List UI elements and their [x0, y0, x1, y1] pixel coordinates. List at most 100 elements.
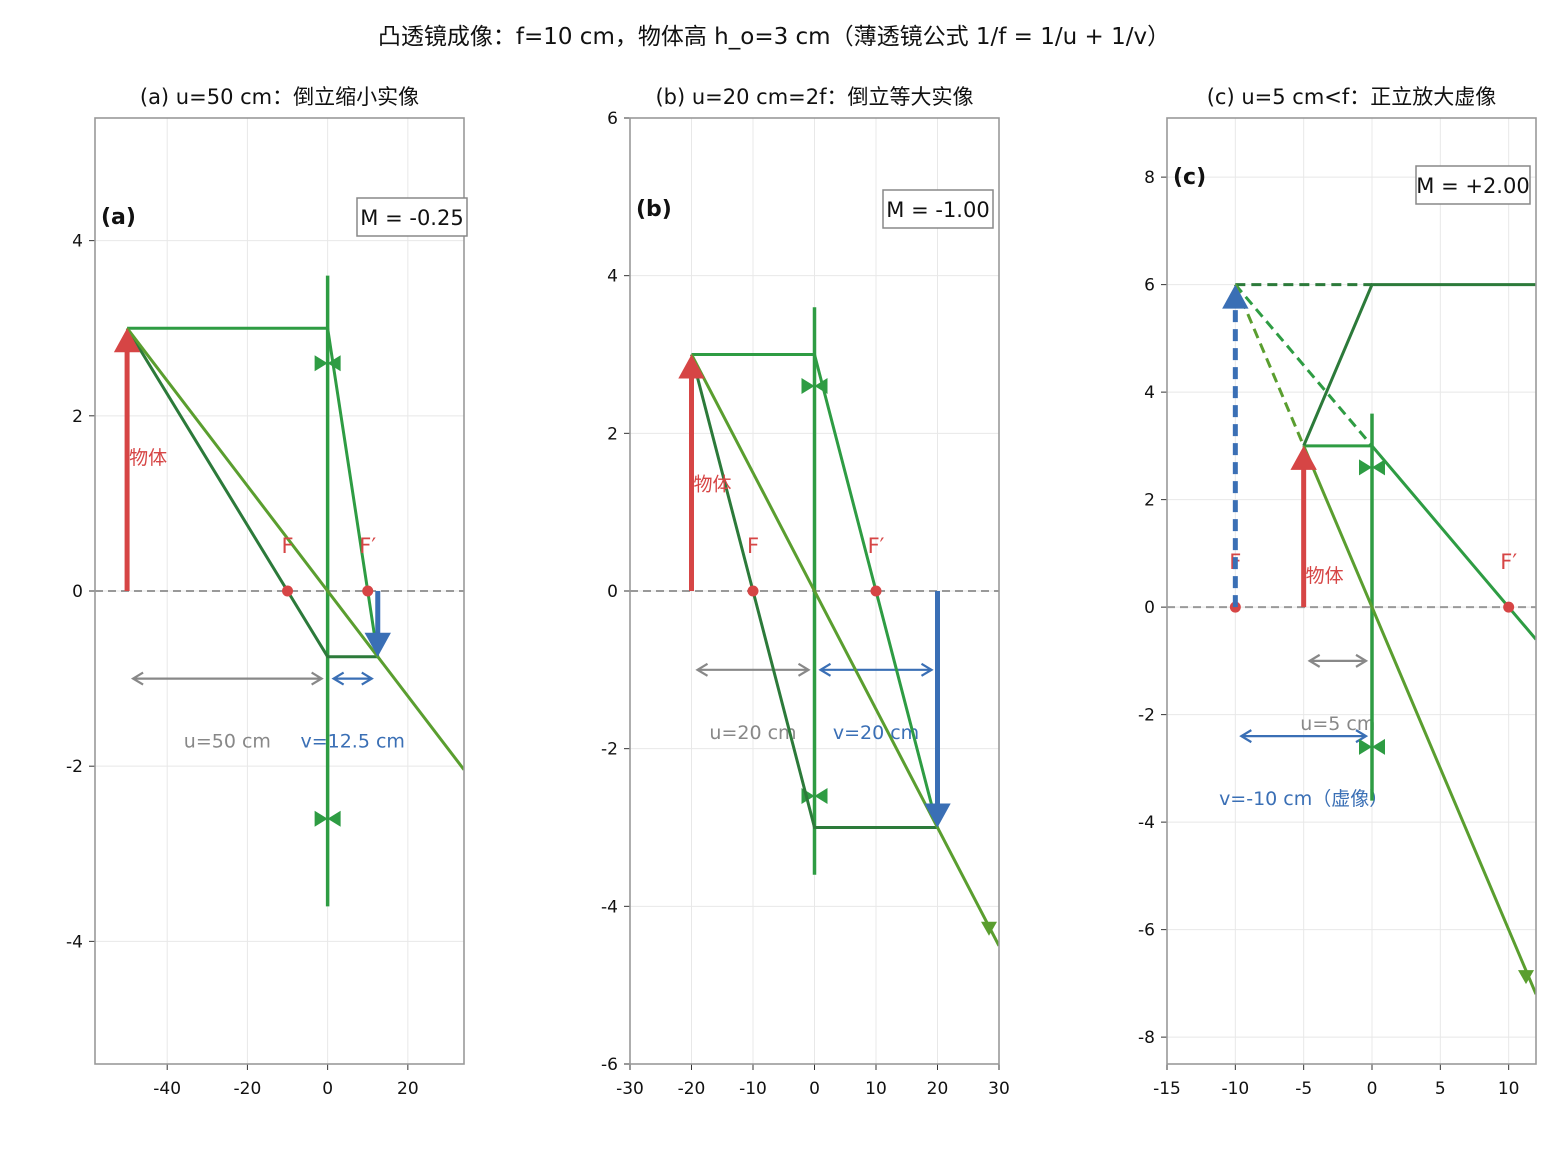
panel-label: (a)	[101, 205, 136, 230]
ray-center	[690, 353, 999, 947]
lens-arrowhead-top-left	[801, 378, 815, 395]
distance-label-v: v=12.5 cm	[300, 731, 404, 753]
y-tick-label: 6	[607, 109, 618, 129]
distance-arrow-u-head-right	[311, 671, 324, 686]
distance-arrow-v-head-right	[920, 662, 934, 677]
image-arrowhead	[924, 803, 951, 828]
y-tick-label: 2	[1144, 491, 1155, 511]
y-tick-label: 2	[607, 424, 618, 444]
y-tick-label: 8	[1144, 168, 1155, 188]
x-tick-label: -20	[678, 1079, 706, 1099]
y-tick-label: 0	[1144, 598, 1155, 618]
object-label: 物体	[129, 447, 167, 469]
plot-area: u=50 cm v=12.5 cm F F′ 物体	[95, 275, 464, 907]
plot-frame	[629, 117, 1000, 1065]
y-tick-label: 4	[607, 267, 618, 287]
magnification-box-frame	[1415, 165, 1531, 205]
x-tick-label: 10	[1498, 1079, 1520, 1099]
x-tick-label: 30	[988, 1079, 1010, 1099]
y-tick-label: -4	[601, 897, 618, 917]
focal-label-left: F	[747, 534, 759, 558]
distance-label-v: v=20 cm	[833, 722, 919, 744]
y-tick-label: -4	[66, 932, 83, 952]
magnification-box-frame	[356, 197, 468, 237]
x-tick-label: -30	[616, 1079, 644, 1099]
x-tick-label: -5	[1295, 1079, 1312, 1099]
object-label: 物体	[1306, 565, 1344, 587]
lens-arrowhead-bottom-right	[327, 810, 341, 827]
ray-focal	[1302, 283, 1536, 447]
lens-arrowhead-bottom-right	[814, 787, 828, 804]
distance-label-u: u=5 cm	[1300, 713, 1375, 735]
distance-arrow-u-head-left	[695, 662, 709, 677]
virtual-ray-parallel	[1234, 283, 1374, 447]
magnification-label: M = +2.00	[1416, 174, 1529, 198]
focal-point-right	[870, 585, 882, 597]
panel-label: (b)	[636, 197, 672, 222]
object-arrowhead	[1290, 445, 1317, 470]
distance-label-u: u=50 cm	[184, 731, 271, 753]
focal-point-right	[1503, 601, 1515, 613]
x-tick-label: -15	[1153, 1079, 1181, 1099]
ray-center-end-marker	[1518, 970, 1534, 985]
lens-arrowhead-top-right	[1372, 459, 1385, 476]
distance-arrow-v-head-right	[361, 671, 374, 686]
ray-focal	[690, 354, 938, 829]
ray-center-end-marker	[981, 921, 997, 936]
lens-arrowhead-top-left	[1359, 459, 1372, 476]
magnification-box: M = -1.00	[882, 189, 994, 229]
object-label: 物体	[694, 474, 732, 496]
ray-parallel	[691, 353, 939, 828]
magnification-label: M = -0.25	[360, 206, 463, 230]
ray-center	[125, 327, 464, 771]
distance-arrow-v-head-left	[331, 671, 345, 686]
magnification-box: M = -0.25	[356, 197, 468, 237]
chart-panel-3: -15 -10 -5 0 5 10 -8 -6 -4 -2 0 2 4 6 8 (c) u=5 cm<f：正立…	[1138, 85, 1537, 1099]
x-tick-label: 0	[1367, 1079, 1378, 1099]
lens-arrowhead-bottom-left	[1359, 738, 1372, 755]
ray-center	[1302, 445, 1536, 995]
y-tick-label: -2	[66, 757, 83, 777]
y-tick-label: 0	[72, 582, 83, 602]
panel-title: (c) u=5 cm<f：正立放大虚像	[1207, 85, 1497, 109]
magnification-box: M = +2.00	[1415, 165, 1531, 205]
panel-label: (c)	[1173, 165, 1206, 190]
plot-area: u=20 cm v=20 cm F F′ 物体	[630, 307, 999, 947]
x-tick-label: 0	[322, 1079, 333, 1099]
ray-parallel	[1303, 444, 1536, 641]
x-tick-label: 20	[927, 1079, 949, 1099]
distance-label-v: v=-10 cm（虚像）	[1219, 788, 1388, 810]
distance-label-u: u=20 cm	[709, 722, 796, 744]
x-tick-label: -10	[1221, 1079, 1249, 1099]
image-arrowhead	[364, 632, 391, 657]
focal-label-right: F′	[359, 534, 376, 558]
y-tick-label: 6	[1144, 276, 1155, 296]
distance-arrow-u-head-right	[797, 662, 811, 677]
focal-point-right	[362, 585, 374, 597]
ray-focal	[125, 327, 378, 659]
panel-title: (a) u=50 cm：倒立缩小实像	[140, 85, 419, 109]
lens-arrowhead-bottom-right	[1372, 738, 1385, 755]
y-tick-label: -2	[601, 740, 618, 760]
figure-suptitle: 凸透镜成像：f=10 cm，物体高 h_o=3 cm（薄透镜公式 1/f = 1…	[378, 24, 1170, 50]
focal-point-left	[747, 585, 759, 597]
y-tick-label: -4	[1138, 813, 1155, 833]
object-arrowhead	[113, 328, 141, 353]
y-tick-label: -2	[1138, 706, 1155, 726]
y-tick-label: 4	[72, 232, 83, 252]
y-tick-label: 2	[72, 407, 83, 427]
focal-label-left: F	[281, 534, 293, 558]
lens-arrowhead-top-left	[314, 355, 328, 372]
y-tick-label: -6	[601, 1055, 618, 1075]
ray-parallel	[127, 326, 380, 657]
focal-point-left	[282, 585, 294, 597]
lens-arrowhead-bottom-left	[314, 810, 328, 827]
y-tick-label: -8	[1138, 1028, 1155, 1048]
x-tick-label: -40	[153, 1079, 181, 1099]
x-tick-label: 10	[865, 1079, 887, 1099]
magnification-box-frame	[882, 189, 994, 229]
